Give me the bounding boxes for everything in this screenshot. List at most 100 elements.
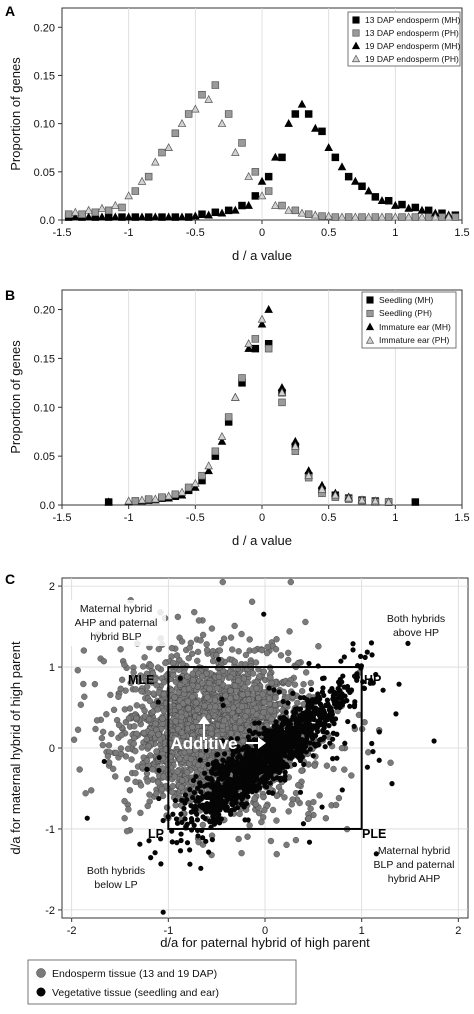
vegetative-point [358,653,364,659]
endosperm-point [183,769,191,776]
vegetative-point [322,744,328,750]
endosperm-point [154,779,162,786]
vegetative-point [290,690,296,696]
data-point [304,471,313,479]
endosperm-point [110,706,118,713]
endosperm-point [229,646,236,653]
data-point [264,344,273,353]
data-point [118,203,126,212]
endosperm-point [76,766,83,773]
endosperm-point [145,715,153,723]
vegetative-point [274,749,280,755]
vegetative-point [347,703,353,709]
endosperm-point [80,680,87,688]
endosperm-point [298,687,306,695]
vegetative-point [304,697,310,703]
data-point [217,431,227,440]
vegetative-point [250,730,256,737]
endosperm-point [303,669,310,676]
vegetative-point [217,790,223,796]
endosperm-point [239,737,247,745]
endosperm-point [295,781,302,789]
panel-letter-c: C [5,571,15,587]
vegetative-point [293,721,299,727]
data-point [251,168,260,176]
vegetative-point [308,686,315,693]
endosperm-point [265,695,273,702]
vegetative-point [241,786,247,792]
data-point [131,213,140,221]
vegetative-point [194,785,201,791]
vegetative-point [227,779,233,785]
data-point [177,118,187,127]
vegetative-point [291,761,298,768]
vegetative-point [336,693,342,699]
vegetative-point [344,684,350,691]
vegetative-point [84,815,90,821]
data-point [211,81,220,89]
vegetative-point [351,673,358,679]
vegetative-point [306,708,312,715]
vegetative-point [307,740,313,746]
data-point [91,208,100,217]
endosperm-point [261,807,268,814]
data-point [277,387,287,396]
endosperm-point [160,707,168,715]
endosperm-point [93,717,101,724]
vegetative-point [206,782,212,788]
endosperm-point [198,673,206,680]
vegetative-point [277,775,284,781]
endosperm-point [138,744,146,751]
endosperm-point [255,694,262,702]
endosperm-point [283,841,290,849]
endosperm-point [277,652,285,659]
endosperm-point [138,688,145,695]
endosperm-point [322,815,330,822]
endosperm-point [154,664,162,671]
data-point [358,213,366,221]
endosperm-point [74,667,81,674]
label-upper-left-line-3: hybrid BLP [90,631,141,643]
data-point [278,398,286,407]
endosperm-point [323,762,331,769]
endosperm-point [124,775,131,783]
endosperm-point [207,725,215,732]
vegetative-point [187,847,193,853]
vegetative-point [261,725,267,731]
vegetative-point [200,835,206,841]
panel-a-ticks: -1.5 -1 -0.5 0 0.5 1 1.5 0.0 0.05 0.10 0.15 0.20 [34,22,470,239]
endosperm-point [137,782,145,789]
legend-a-entry-4: 19 DAP endosperm (PH) [365,54,459,64]
endosperm-point [231,658,239,665]
endosperm-point [232,693,240,701]
endosperm-point [269,806,277,814]
endosperm-point [285,649,292,657]
vegetative-point [236,752,243,759]
endosperm-point [273,850,280,858]
endosperm-point [91,680,99,688]
data-point [217,118,227,127]
y-tick-label: 0.15 [34,70,55,82]
vegetative-point [224,784,230,790]
data-point [97,203,107,212]
vegetative-point [345,718,351,725]
endosperm-point [252,801,260,808]
endosperm-point [124,745,132,752]
endosperm-point [227,674,234,681]
endosperm-point [194,648,202,656]
data-point [331,213,340,221]
data-point [231,205,240,214]
vegetative-point [262,759,268,765]
data-point [144,495,153,503]
data-point [238,374,246,382]
vegetative-point [270,776,277,782]
endosperm-point [246,636,253,643]
vegetative-point [316,710,322,716]
data-point [264,187,273,195]
data-point [284,205,293,214]
endosperm-point [272,646,280,653]
endosperm-point [118,731,125,739]
vegetative-point [319,675,326,682]
vegetative-point [234,792,241,798]
data-point [64,210,73,218]
